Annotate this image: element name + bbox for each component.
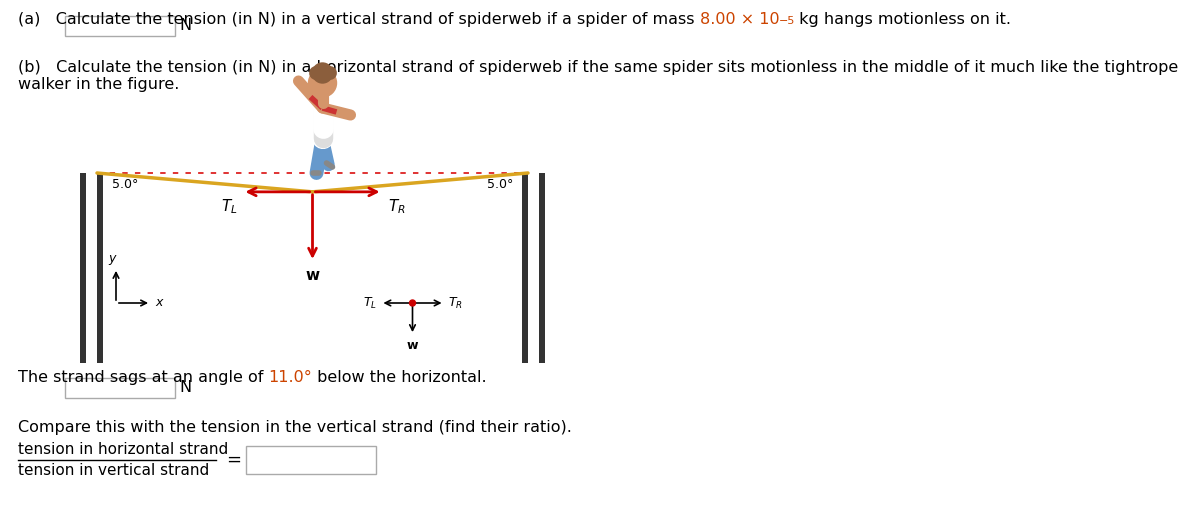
Text: 8.00 × 10: 8.00 × 10 (700, 12, 779, 27)
Text: 11.0°: 11.0° (269, 370, 312, 385)
Bar (65, 16, 175, 36)
Text: $\mathbf{w}$: $\mathbf{w}$ (305, 268, 320, 283)
Text: Compare this with the tension in the vertical strand (find their ratio).: Compare this with the tension in the ver… (18, 420, 572, 435)
Text: N: N (179, 381, 191, 395)
Circle shape (312, 63, 332, 83)
Bar (65, 378, 175, 398)
Text: −5: −5 (779, 16, 796, 26)
Text: =: = (226, 451, 241, 469)
Text: $T_R$: $T_R$ (388, 197, 406, 215)
Circle shape (308, 69, 336, 97)
Bar (539, 173, 545, 363)
Text: $T_L$: $T_L$ (221, 197, 238, 215)
Text: x: x (155, 297, 162, 309)
Text: kg hangs motionless on it.: kg hangs motionless on it. (793, 12, 1010, 27)
Text: $T_R$: $T_R$ (449, 296, 463, 310)
Text: N: N (179, 18, 191, 33)
Text: $\mathbf{w}$: $\mathbf{w}$ (406, 339, 419, 352)
Text: tension in horizontal strand: tension in horizontal strand (18, 442, 228, 457)
Bar (97, 173, 103, 363)
Circle shape (409, 300, 415, 306)
Text: 5.0°: 5.0° (112, 178, 138, 191)
Text: y: y (108, 252, 115, 265)
Text: The strand sags at an angle of: The strand sags at an angle of (18, 370, 269, 385)
Text: tension in vertical strand: tension in vertical strand (18, 463, 209, 478)
Text: (b)   Calculate the tension (in N) in a horizontal strand of spiderweb if the sa: (b) Calculate the tension (in N) in a ho… (18, 60, 1178, 92)
Text: below the horizontal.: below the horizontal. (312, 370, 487, 385)
Text: 5.0°: 5.0° (487, 178, 514, 191)
Bar (80, 173, 86, 363)
Text: (a)   Calculate the tension (in N) in a vertical strand of spiderweb if a spider: (a) Calculate the tension (in N) in a ve… (18, 12, 700, 27)
Text: $T_L$: $T_L$ (362, 296, 377, 310)
Bar (522, 173, 528, 363)
Bar (246, 446, 376, 474)
